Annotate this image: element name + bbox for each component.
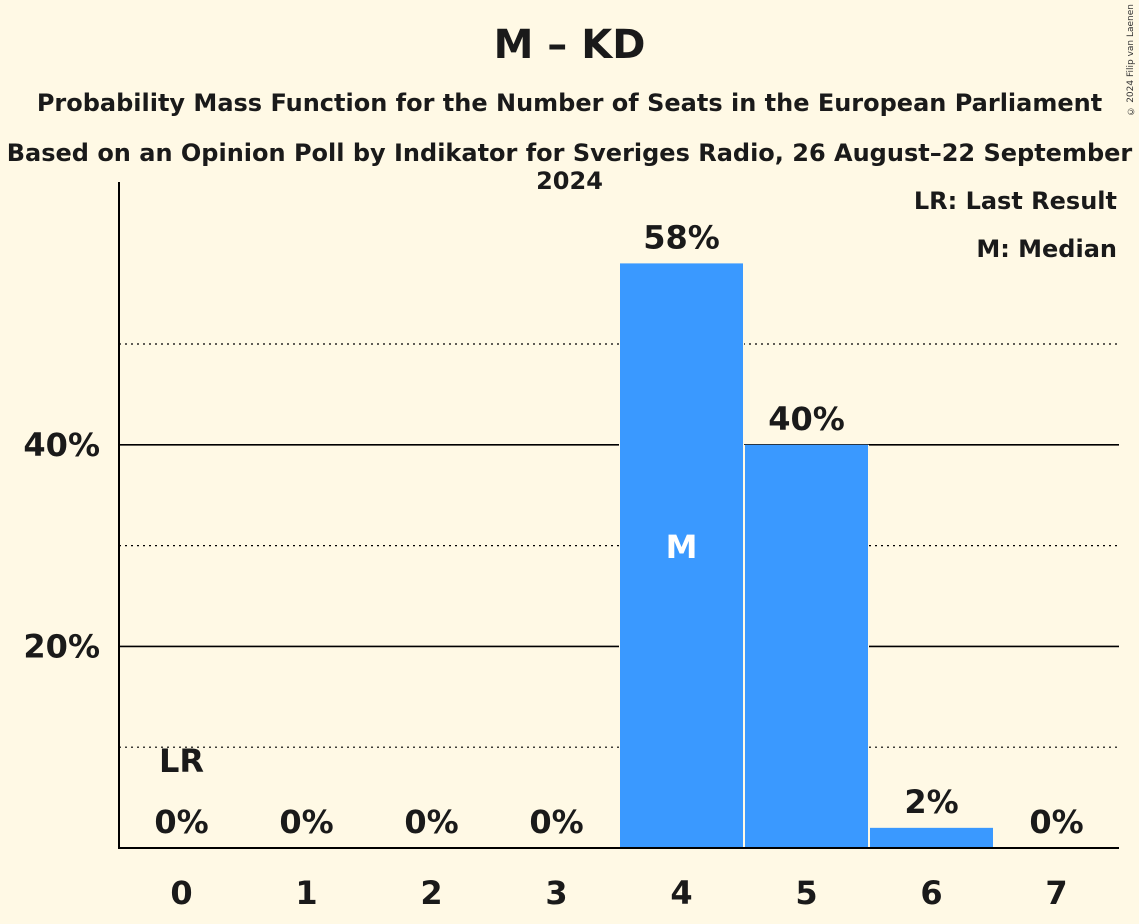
chart-subtitle-source: Based on an Opinion Poll by Indikator fo… bbox=[6, 139, 1133, 195]
x-tick-label: 4 bbox=[670, 874, 692, 912]
x-tick-label: 2 bbox=[420, 874, 442, 912]
bar-value-label: 0% bbox=[404, 803, 458, 841]
y-tick-label: 20% bbox=[23, 627, 100, 665]
bar bbox=[745, 444, 868, 848]
value-labels: 0% LR 0% 0% 0% 58% M 40% 2% 0% bbox=[154, 218, 1083, 841]
bars bbox=[619, 263, 994, 848]
chart-title: M – KD bbox=[493, 22, 646, 68]
x-tick-label: 1 bbox=[295, 874, 317, 912]
bar bbox=[620, 263, 743, 848]
bar bbox=[870, 827, 993, 848]
x-tick-label: 7 bbox=[1045, 874, 1067, 912]
x-tick-label: 0 bbox=[170, 874, 192, 912]
y-tick-label: 40% bbox=[23, 426, 100, 464]
legend-last-result: LR: Last Result bbox=[914, 187, 1117, 215]
bar-value-label: 0% bbox=[279, 803, 333, 841]
last-result-marker: LR bbox=[159, 742, 204, 780]
legend-median: M: Median bbox=[976, 235, 1117, 263]
x-tick-label: 5 bbox=[795, 874, 817, 912]
x-tick-label: 3 bbox=[545, 874, 567, 912]
bar-value-label: 0% bbox=[1029, 803, 1083, 841]
bar-value-label: 40% bbox=[768, 400, 845, 438]
bar-value-label: 0% bbox=[154, 803, 208, 841]
chart-subtitle: Probability Mass Function for the Number… bbox=[36, 89, 1103, 117]
bar-value-label: 2% bbox=[904, 783, 958, 821]
axes: 20% 40% 0 1 2 3 4 5 6 7 bbox=[23, 182, 1119, 912]
bar-value-label: 0% bbox=[529, 803, 583, 841]
median-marker: M bbox=[666, 528, 698, 566]
bar-value-label: 58% bbox=[643, 218, 720, 256]
x-tick-label: 6 bbox=[920, 874, 942, 912]
